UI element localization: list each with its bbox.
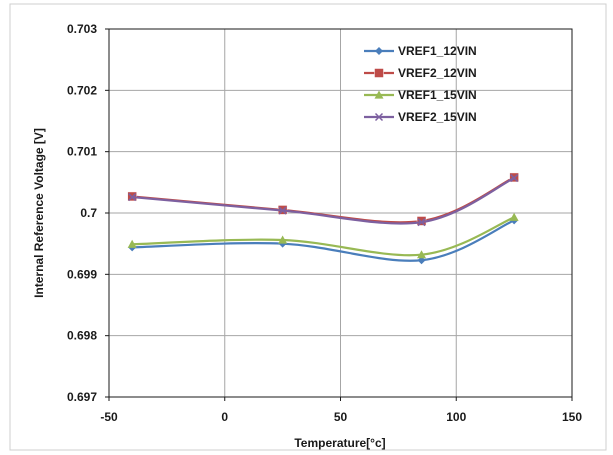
series-layer <box>127 172 519 265</box>
legend-label: VREF1_15VIN <box>398 88 477 102</box>
grid-layer <box>109 29 572 397</box>
y-tick-label: 0.701 <box>67 145 97 159</box>
legend: VREF1_12VIN VREF2_12VIN VREF1_15VIN VREF2_1… <box>364 44 477 124</box>
data-point-marker <box>417 218 426 227</box>
y-tick-label: 0.699 <box>67 267 97 281</box>
legend-entry: VREF2_12VIN <box>364 66 477 80</box>
data-point-marker <box>375 47 383 55</box>
data-point-marker <box>278 206 287 215</box>
series-line <box>132 177 515 225</box>
y-tick-label: 0.703 <box>67 22 97 36</box>
data-point-marker <box>374 68 384 78</box>
x-axis-title: Temperature[°c] <box>294 436 385 450</box>
legend-label: VREF1_12VIN <box>398 44 477 58</box>
data-point-marker <box>374 112 384 122</box>
data-point-marker <box>128 193 137 202</box>
data-point-marker <box>509 212 519 221</box>
data-point-marker <box>417 250 427 259</box>
data-point-marker <box>278 235 288 244</box>
legend-entry: VREF1_12VIN <box>364 44 477 58</box>
y-tick-labels: 0.697 0.698 0.699 0.7 0.701 0.702 0.703 <box>67 22 109 404</box>
y-tick-label: 0.7 <box>80 206 97 220</box>
data-point-marker <box>127 239 137 248</box>
data-point-marker <box>374 90 384 99</box>
legend-label: VREF2_15VIN <box>398 110 477 124</box>
y-tick-label: 0.698 <box>67 329 97 343</box>
x-tick-label: 0 <box>221 410 228 424</box>
x-tick-label: 50 <box>334 410 348 424</box>
series-vref2-15vin <box>128 174 519 227</box>
x-tick-label: 100 <box>446 410 466 424</box>
y-axis-title: Internal Reference Voltage [V] <box>32 128 46 298</box>
legend-label: VREF2_12VIN <box>398 66 477 80</box>
series-line <box>132 219 515 262</box>
chart-frame <box>9 3 607 451</box>
series-line <box>132 216 515 257</box>
data-point-marker <box>510 174 519 183</box>
y-tick-label: 0.702 <box>67 83 97 97</box>
legend-entry: VREF2_15VIN <box>364 110 477 124</box>
y-tick-label: 0.697 <box>67 390 97 404</box>
x-tick-labels: -50 0 50 100 150 <box>100 397 582 424</box>
series-vref1-15vin <box>127 212 519 259</box>
x-tick-label: -50 <box>100 410 118 424</box>
legend-entry: VREF1_15VIN <box>364 88 477 102</box>
x-tick-label: 150 <box>562 410 582 424</box>
